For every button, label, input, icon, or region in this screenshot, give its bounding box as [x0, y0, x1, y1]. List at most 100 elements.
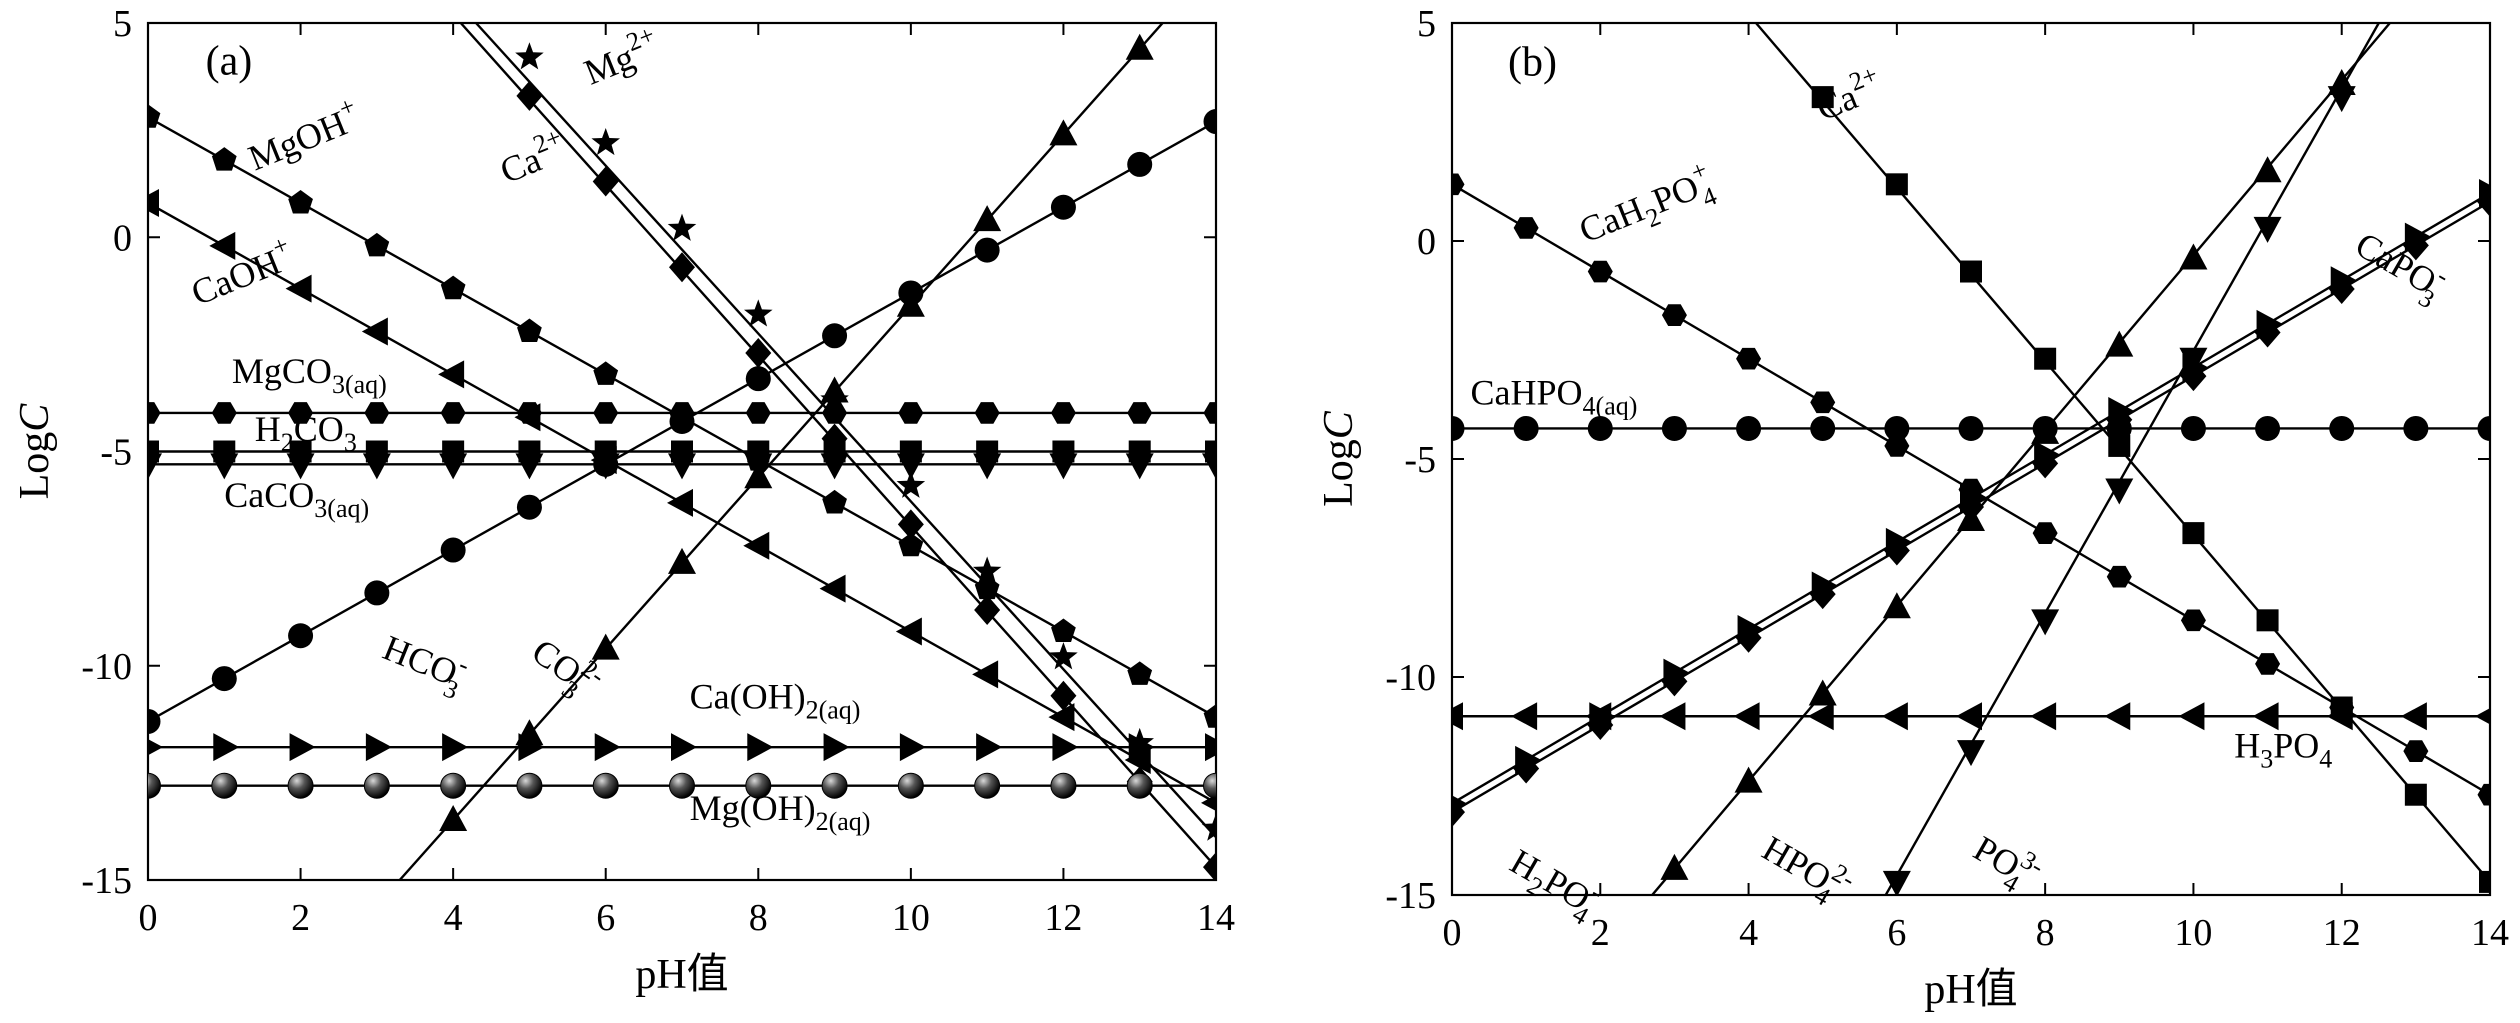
- data-point-hexagon: [2477, 783, 2490, 806]
- series-ca: [1755, 23, 2490, 893]
- data-point-triangle-left: [972, 660, 999, 689]
- data-point-triangle-down: [1957, 740, 1985, 767]
- series-capo: [1452, 186, 2490, 828]
- data-point-diamond: [2032, 448, 2059, 479]
- data-point-pentagon: [593, 361, 619, 385]
- data-point-triangle-right: [289, 733, 316, 762]
- data-point-diamond: [1452, 797, 1465, 828]
- data-point-circle: [1661, 415, 1687, 441]
- series-label-mgoh2: Mg(OH)2(aq): [690, 788, 871, 836]
- series-label-po4: PO3-4: [1962, 822, 2049, 905]
- data-point-circle: [974, 237, 1000, 263]
- data-point-square: [2034, 347, 2057, 370]
- y-axis-title-variable: C: [12, 403, 58, 432]
- data-point-hexagon: [1203, 402, 1216, 424]
- series-label-cah2po4: CaH2PO+4: [1571, 155, 1722, 260]
- data-point-triangle-left: [1659, 702, 1686, 731]
- data-point-triangle-left: [1124, 746, 1151, 775]
- x-tick-label: 0: [1443, 912, 1462, 954]
- series-label-hpo4: HPO2-4: [1751, 822, 1861, 918]
- data-point-star: [896, 470, 926, 498]
- data-point-triangle-right: [594, 733, 621, 762]
- x-tick-label: 12: [2323, 912, 2361, 954]
- data-point-pentagon: [211, 147, 237, 171]
- x-tick-label: 4: [1739, 912, 1758, 954]
- y-tick-label: -5: [100, 432, 132, 474]
- data-point-triangle-left: [1048, 703, 1075, 732]
- data-point-sphere: [669, 772, 695, 799]
- data-point-triangle-left: [209, 231, 236, 260]
- y-tick-label: -15: [1385, 875, 1436, 917]
- data-point-triangle-left: [1511, 702, 1538, 731]
- data-point-triangle-left: [438, 360, 465, 389]
- data-point-circle: [669, 409, 695, 435]
- data-point-circle: [516, 494, 542, 520]
- data-point-pentagon: [288, 189, 313, 214]
- data-point-hexagon: [1810, 391, 1836, 414]
- data-point-circle: [1736, 415, 1762, 441]
- x-axis-title: pH值: [1924, 967, 2017, 1013]
- data-point-triangle-down: [1049, 453, 1078, 480]
- series-po: [1882, 23, 2380, 895]
- data-point-circle: [2477, 415, 2490, 441]
- data-point-triangle-up: [1808, 679, 1837, 706]
- data-point-triangle-up: [744, 462, 773, 489]
- data-point-diamond: [897, 509, 924, 540]
- y-axis-title: LogC: [1316, 410, 1362, 507]
- data-point-hexagon: [2106, 565, 2132, 588]
- data-point-pentagon: [440, 275, 466, 300]
- x-tick-label: 2: [291, 897, 310, 939]
- data-point-triangle-down: [1125, 453, 1154, 480]
- y-tick-label: 0: [1417, 221, 1436, 263]
- data-point-diamond: [1513, 753, 1540, 784]
- data-point-diamond: [2477, 186, 2490, 217]
- x-tick-label: 6: [596, 897, 615, 939]
- series-label-mgoh: MgOH+: [240, 91, 366, 178]
- data-point-diamond: [974, 595, 1001, 626]
- data-point-hexagon: [1127, 402, 1153, 424]
- x-tick-label: 8: [749, 897, 768, 939]
- series-mg: [475, 23, 1216, 841]
- data-point-hexagon: [1884, 435, 1910, 457]
- data-point-circle: [1050, 194, 1076, 220]
- data-point-triangle-up: [2105, 330, 2134, 357]
- data-point-hexagon: [148, 402, 161, 424]
- data-point-circle: [1452, 415, 1465, 441]
- data-point-triangle-down: [2031, 609, 2060, 636]
- x-tick-label: 14: [1197, 897, 1235, 939]
- y-axis-title-main: Log: [12, 432, 58, 500]
- data-point-triangle-down: [1882, 870, 1911, 895]
- data-point-triangle-right: [365, 733, 392, 762]
- data-point-diamond: [1203, 852, 1216, 880]
- data-point-triangle-right: [518, 733, 545, 762]
- series-label-caoh: CaOH+: [183, 230, 300, 314]
- series-line: [398, 23, 1165, 880]
- y-tick-label: -10: [1385, 657, 1436, 699]
- data-point-circle: [288, 623, 314, 649]
- data-point-star: [667, 213, 697, 241]
- data-point-hexagon: [288, 402, 314, 424]
- data-point-triangle-left: [2475, 708, 2490, 725]
- data-point-star: [515, 42, 544, 70]
- data-point-diamond: [516, 80, 543, 111]
- data-point-hexagon: [2180, 609, 2206, 632]
- data-point-diamond: [2254, 317, 2281, 348]
- data-point-circle: [2180, 415, 2206, 441]
- data-point-triangle-down: [439, 453, 468, 480]
- data-point-diamond: [669, 252, 695, 283]
- data-point-pentagon: [898, 532, 924, 557]
- data-point-square: [1885, 173, 1908, 196]
- data-point-diamond: [1050, 680, 1077, 711]
- data-point-circle: [1587, 415, 1613, 441]
- data-point-circle: [1810, 415, 1836, 441]
- data-point-sphere: [592, 772, 619, 799]
- x-tick-label: 0: [139, 897, 158, 939]
- data-point-sphere: [745, 772, 772, 799]
- data-point-sphere: [897, 772, 924, 799]
- data-point-sphere: [821, 772, 848, 799]
- data-point-circle: [148, 708, 161, 734]
- data-point-circle: [2255, 415, 2281, 441]
- y-tick-label: 0: [113, 217, 132, 259]
- data-point-pentagon: [1203, 704, 1216, 728]
